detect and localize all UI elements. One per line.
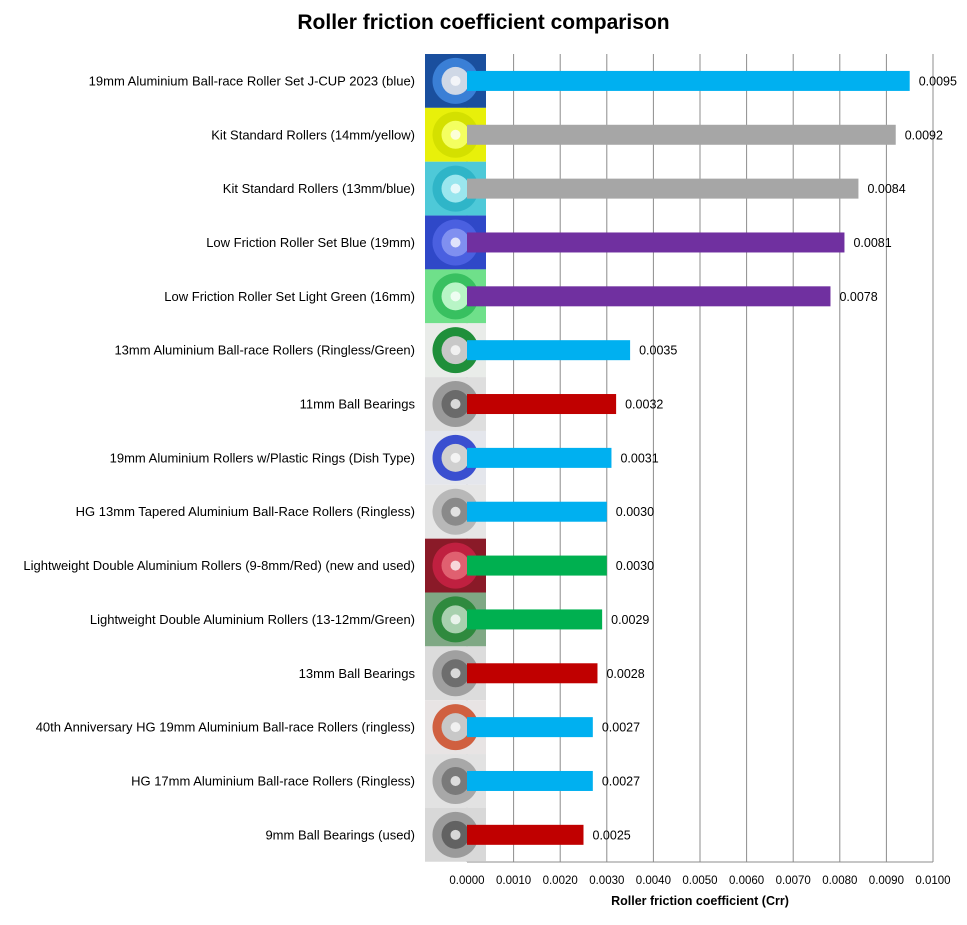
- category-label: Kit Standard Rollers (14mm/yellow): [211, 127, 415, 142]
- thumbnail-center-hole: [450, 129, 461, 140]
- thumbnail-center-hole: [450, 560, 461, 571]
- category-label: 40th Anniversary HG 19mm Aluminium Ball-…: [36, 720, 415, 735]
- x-tick-label: 0.0100: [915, 875, 950, 887]
- bar: [467, 717, 593, 738]
- thumbnail-center-hole: [450, 291, 461, 302]
- x-tick-label: 0.0030: [589, 875, 624, 887]
- bar: [467, 340, 631, 361]
- category-label: 19mm Aluminium Ball-race Roller Set J-CU…: [89, 73, 415, 88]
- category-label: 11mm Ball Bearings: [300, 397, 416, 412]
- data-label: 0.0027: [602, 721, 640, 735]
- x-tick-label: 0.0050: [682, 875, 717, 887]
- data-label: 0.0081: [853, 236, 891, 250]
- x-tick-label: 0.0070: [776, 875, 811, 887]
- x-axis-title: Roller friction coefficient (Crr): [611, 894, 789, 908]
- category-label: Lightweight Double Aluminium Rollers (13…: [90, 612, 415, 627]
- data-label: 0.0030: [616, 559, 654, 573]
- bar: [467, 70, 910, 91]
- thumbnail-center-hole: [450, 75, 461, 86]
- category-label: Lightweight Double Aluminium Rollers (9-…: [23, 558, 415, 573]
- x-tick-label: 0.0010: [496, 875, 531, 887]
- data-label: 0.0030: [616, 505, 654, 519]
- thumbnail-center-hole: [450, 237, 461, 248]
- x-tick-label: 0.0090: [869, 875, 904, 887]
- tapered-aluminium-roller-icon: [425, 484, 486, 539]
- x-tick-label: 0.0080: [822, 875, 857, 887]
- bar: [467, 394, 617, 415]
- data-label: 0.0029: [611, 613, 649, 627]
- category-label: HG 17mm Aluminium Ball-race Rollers (Rin…: [131, 773, 415, 788]
- bar: [467, 663, 598, 684]
- x-tick-label: 0.0040: [636, 875, 671, 887]
- category-label: 13mm Aluminium Ball-race Rollers (Ringle…: [114, 343, 415, 358]
- data-label: 0.0078: [839, 290, 877, 304]
- x-tick-label: 0.0020: [543, 875, 578, 887]
- data-label: 0.0084: [867, 182, 905, 196]
- chart-title: Roller friction coefficient comparison: [297, 11, 670, 34]
- data-label: 0.0031: [620, 451, 658, 465]
- bar: [467, 178, 859, 199]
- category-label: 9mm Ball Bearings (used): [265, 827, 415, 842]
- thumbnail-center-hole: [450, 183, 461, 194]
- category-label: HG 13mm Tapered Aluminium Ball-Race Roll…: [76, 504, 415, 519]
- thumbnail-center-hole: [450, 506, 461, 517]
- data-label: 0.0035: [639, 344, 677, 358]
- bar: [467, 555, 607, 576]
- data-label: 0.0028: [606, 667, 644, 681]
- thumbnail-center-hole: [450, 345, 461, 356]
- category-label: Low Friction Roller Set Light Green (16m…: [164, 289, 415, 304]
- thumbnail-center-hole: [450, 722, 461, 733]
- category-label: Kit Standard Rollers (13mm/blue): [223, 181, 415, 196]
- bar: [467, 447, 612, 468]
- data-label: 0.0027: [602, 774, 640, 788]
- thumbnail-center-hole: [450, 452, 461, 463]
- x-tick-label: 0.0060: [729, 875, 764, 887]
- data-label: 0.0095: [919, 74, 957, 88]
- category-label: 13mm Ball Bearings: [299, 666, 416, 681]
- category-label: 19mm Aluminium Rollers w/Plastic Rings (…: [110, 450, 415, 465]
- thumbnail-center-hole: [450, 399, 461, 410]
- bar: [467, 824, 584, 845]
- bar: [467, 232, 845, 253]
- bar: [467, 770, 593, 791]
- bar: [467, 609, 603, 630]
- thumbnail-center-hole: [450, 775, 461, 786]
- bar: [467, 501, 607, 522]
- thumbnail-center-hole: [450, 829, 461, 840]
- aluminium-roller-icon: [425, 754, 486, 808]
- ball-bearing-icon: [425, 807, 486, 862]
- thumbnail-center-hole: [450, 614, 461, 625]
- x-tick-label: 0.0000: [449, 875, 484, 887]
- bar: [467, 286, 831, 307]
- thumbnail-center-hole: [450, 668, 461, 679]
- data-label: 0.0092: [905, 128, 943, 142]
- bar: [467, 124, 896, 145]
- data-label: 0.0025: [593, 828, 631, 842]
- category-label: Low Friction Roller Set Blue (19mm): [206, 235, 415, 250]
- data-label: 0.0032: [625, 398, 663, 412]
